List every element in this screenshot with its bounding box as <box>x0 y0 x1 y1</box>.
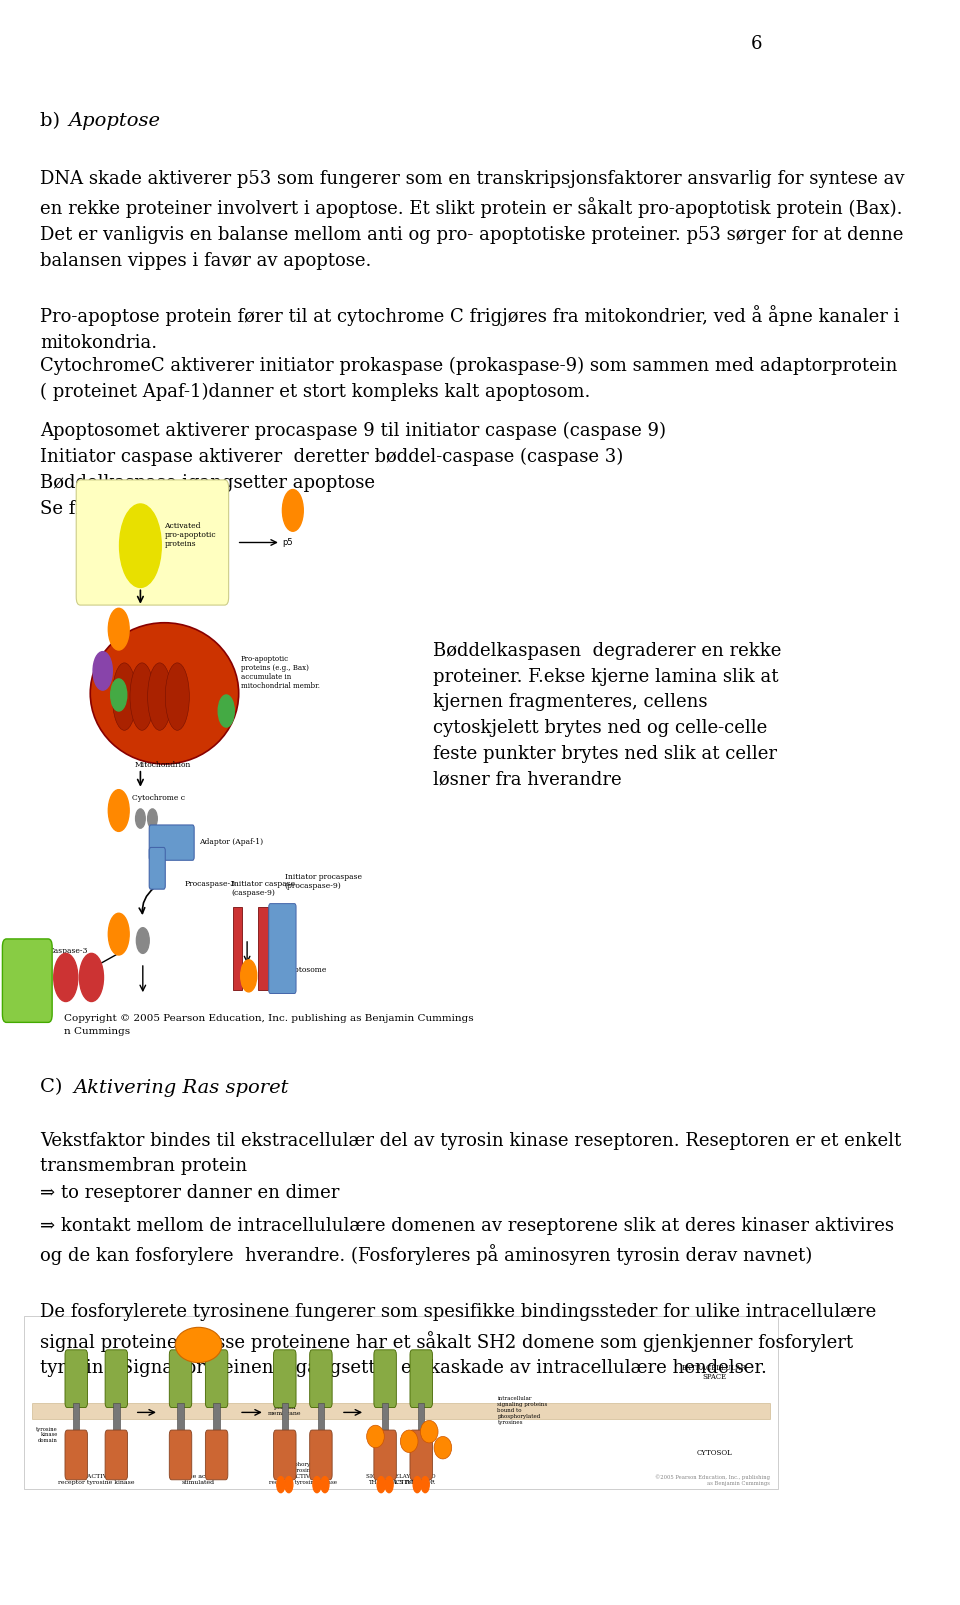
Text: 8: 8 <box>246 971 252 981</box>
Text: ⇒ to reseptorer danner en dimer: ⇒ to reseptorer danner en dimer <box>40 1184 340 1202</box>
FancyBboxPatch shape <box>76 480 228 605</box>
Text: Caspase-3: Caspase-3 <box>48 947 87 955</box>
Text: intracellular
signaling proteins
bound to
phosphorylated
tyrosines: intracellular signaling proteins bound t… <box>497 1396 547 1425</box>
Text: Pro-apoptotic
proteins (e.g., Bax)
accumulate in
mitochondrial membr.: Pro-apoptotic proteins (e.g., Bax) accum… <box>241 655 320 690</box>
Circle shape <box>385 1477 394 1493</box>
Text: signal molecule
in form of a dimer: signal molecule in form of a dimer <box>176 1340 221 1350</box>
Circle shape <box>241 960 256 992</box>
FancyBboxPatch shape <box>105 1430 128 1480</box>
Circle shape <box>120 504 161 587</box>
Text: 7: 7 <box>116 929 122 939</box>
Text: tyrosine
kinase
domain: tyrosine kinase domain <box>36 1427 58 1443</box>
FancyBboxPatch shape <box>373 1350 396 1408</box>
FancyBboxPatch shape <box>373 1430 396 1480</box>
Text: kinase activity
stimulated: kinase activity stimulated <box>176 1473 221 1485</box>
Text: De fosforylerete tyrosinene fungerer som spesifikke bindingssteder for ulike int: De fosforylerete tyrosinene fungerer som… <box>40 1303 876 1377</box>
FancyBboxPatch shape <box>205 1430 228 1480</box>
Text: apoptosome: apoptosome <box>281 966 327 974</box>
Circle shape <box>377 1477 385 1493</box>
Text: C): C) <box>40 1079 69 1096</box>
Circle shape <box>110 679 127 711</box>
Circle shape <box>135 809 145 828</box>
Text: 9: 9 <box>290 506 296 515</box>
FancyBboxPatch shape <box>410 1350 432 1408</box>
Bar <box>213 1403 220 1435</box>
Ellipse shape <box>130 663 154 730</box>
Text: b): b) <box>40 112 66 130</box>
Text: Mitochondrion: Mitochondrion <box>134 761 191 769</box>
Circle shape <box>108 790 130 831</box>
Text: 5: 5 <box>116 624 122 634</box>
Ellipse shape <box>112 663 136 730</box>
Text: Bøddelkaspasen  degraderer en rekke
proteiner. F.ekse kjerne lamina slik at
kjer: Bøddelkaspasen degraderer en rekke prote… <box>433 642 781 788</box>
Ellipse shape <box>367 1425 384 1448</box>
FancyBboxPatch shape <box>205 1350 228 1408</box>
Text: Initiator caspase
(caspase-9): Initiator caspase (caspase-9) <box>231 880 295 897</box>
Circle shape <box>321 1477 329 1493</box>
Circle shape <box>93 652 112 690</box>
Bar <box>73 1403 80 1435</box>
Circle shape <box>313 1477 321 1493</box>
Circle shape <box>218 695 234 727</box>
Bar <box>24 1316 779 1489</box>
Bar <box>318 1403 324 1435</box>
Ellipse shape <box>165 663 189 730</box>
FancyBboxPatch shape <box>149 825 194 860</box>
Circle shape <box>285 1477 293 1493</box>
Text: 6: 6 <box>116 806 122 815</box>
FancyBboxPatch shape <box>65 1430 87 1480</box>
Circle shape <box>108 913 130 955</box>
Text: CYTOSOL: CYTOSOL <box>696 1449 732 1456</box>
Text: ⇒ kontakt mellom de intracellululære domenen av reseptorene slik at deres kinase: ⇒ kontakt mellom de intracellululære dom… <box>40 1217 894 1265</box>
Circle shape <box>282 490 303 531</box>
Text: Procaspase-3: Procaspase-3 <box>184 880 235 888</box>
Circle shape <box>108 608 130 650</box>
Text: Vekstfaktor bindes til ekstracellulær del av tyrosin kinase reseptoren. Reseptor: Vekstfaktor bindes til ekstracellulær de… <box>40 1132 901 1175</box>
FancyBboxPatch shape <box>274 1430 296 1480</box>
Text: Initiator procaspase
(procaspase-9): Initiator procaspase (procaspase-9) <box>285 873 362 891</box>
Bar <box>382 1403 388 1435</box>
Circle shape <box>148 809 157 828</box>
FancyBboxPatch shape <box>310 1430 332 1480</box>
Text: ©2005 Pearson Education, Inc., publishing
as Benjamin Cummings: ©2005 Pearson Education, Inc., publishin… <box>656 1475 770 1486</box>
Text: ACTIVE: ACTIVE <box>391 1480 416 1485</box>
Ellipse shape <box>400 1430 418 1453</box>
Circle shape <box>80 953 104 1002</box>
Bar <box>418 1403 424 1435</box>
Text: SIGNAL RELAYED INTO
THE CELL'S INTERIOR: SIGNAL RELAYED INTO THE CELL'S INTERIOR <box>367 1473 436 1485</box>
FancyBboxPatch shape <box>310 1350 332 1408</box>
Ellipse shape <box>176 1327 222 1363</box>
FancyBboxPatch shape <box>410 1430 432 1480</box>
Circle shape <box>413 1477 421 1493</box>
Text: Aktivering Ras sporet: Aktivering Ras sporet <box>74 1079 289 1096</box>
FancyBboxPatch shape <box>169 1430 192 1480</box>
Text: 6: 6 <box>751 35 762 53</box>
Bar <box>113 1403 120 1435</box>
Circle shape <box>136 928 149 953</box>
Text: Activated
pro-apoptotic
proteins: Activated pro-apoptotic proteins <box>164 522 216 547</box>
Bar <box>232 907 242 990</box>
FancyBboxPatch shape <box>269 904 296 993</box>
Bar <box>281 1403 288 1435</box>
FancyBboxPatch shape <box>274 1350 296 1408</box>
Text: Cytochrome c: Cytochrome c <box>132 794 185 802</box>
Ellipse shape <box>420 1420 438 1443</box>
Bar <box>178 1403 183 1435</box>
Text: DNA skade aktiverer p53 som fungerer som en transkripsjonsfaktorer ansvarlig for: DNA skade aktiverer p53 som fungerer som… <box>40 170 904 270</box>
FancyBboxPatch shape <box>105 1350 128 1408</box>
FancyBboxPatch shape <box>149 847 165 889</box>
FancyBboxPatch shape <box>169 1350 192 1408</box>
Text: CytochromeC aktiverer initiator prokaspase (prokaspase-9) som sammen med adaptor: CytochromeC aktiverer initiator prokaspa… <box>40 356 898 401</box>
FancyBboxPatch shape <box>65 1350 87 1408</box>
FancyBboxPatch shape <box>3 939 52 1022</box>
Text: plasma
membrane: plasma membrane <box>268 1406 301 1416</box>
Text: Apoptosomet aktiverer procaspase 9 til initiator caspase (caspase 9)
Initiator c: Apoptosomet aktiverer procaspase 9 til i… <box>40 422 666 518</box>
Bar <box>32 1403 770 1419</box>
Text: INACTIVE
receptor tyrosine kinase: INACTIVE receptor tyrosine kinase <box>58 1473 134 1485</box>
Text: Copyright © 2005 Pearson Education, Inc. publishing as Benjamin Cummings
n Cummi: Copyright © 2005 Pearson Education, Inc.… <box>64 1014 474 1035</box>
Text: Apoptose: Apoptose <box>68 112 160 130</box>
Bar <box>258 907 268 990</box>
Text: Apoptosis
activated: Apoptosis activated <box>11 973 44 982</box>
Text: EXTRACELLULAR
SPACE: EXTRACELLULAR SPACE <box>682 1364 747 1380</box>
Text: phosphorylated
tyrosine
ACTIVE
receptor tyrosine kinase: phosphorylated tyrosine ACTIVE receptor … <box>269 1462 337 1485</box>
